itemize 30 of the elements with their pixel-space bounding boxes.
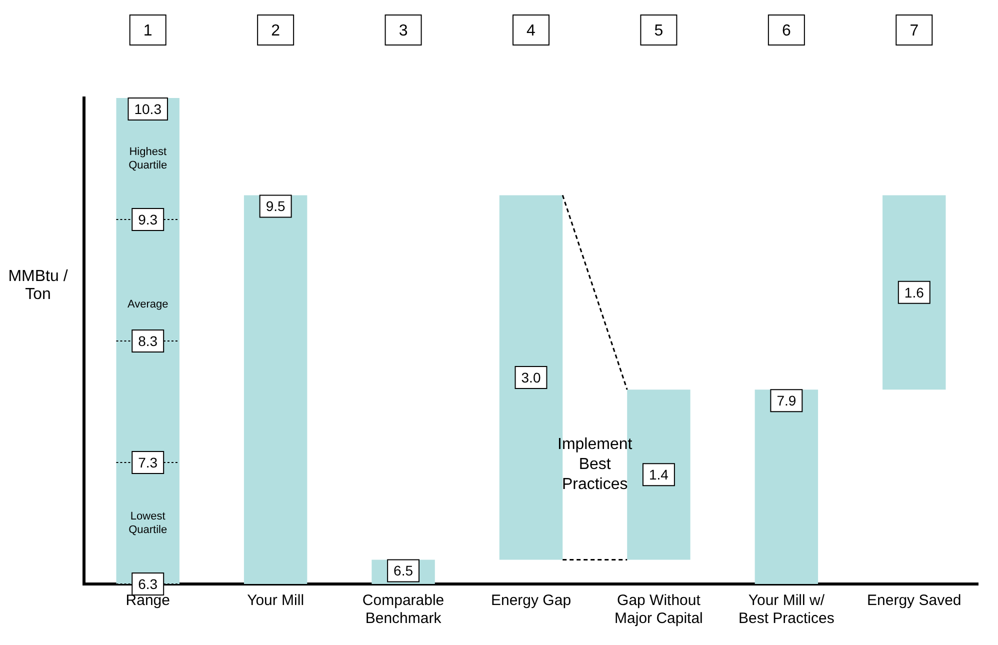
- text: 5: [654, 22, 664, 40]
- text: 6: [782, 22, 791, 40]
- data-label: 9.5: [266, 198, 286, 214]
- text: 3: [398, 22, 408, 40]
- x-tick-label: Comparable Benchmark: [362, 592, 444, 628]
- data-label: 7.9: [776, 392, 796, 408]
- text: 4: [526, 22, 536, 40]
- annotation: Highest Quartile: [128, 146, 168, 172]
- y-tick-label: 7.3: [138, 454, 158, 470]
- data-label: 10.3: [134, 100, 162, 117]
- data-label: 1.4: [648, 466, 669, 483]
- annotation: Lowest Quartile: [128, 510, 168, 536]
- text: 1: [143, 22, 152, 40]
- x-tick-label: Energy Saved: [867, 592, 962, 610]
- x-tick-label: Range: [126, 592, 170, 610]
- y-tick-label: 9.3: [138, 211, 158, 228]
- x-tick-label: Gap Without Major Capital: [614, 592, 703, 628]
- data-label: 3.0: [521, 369, 541, 386]
- x-tick-label: Your Mill w/ Best Practices: [738, 592, 834, 628]
- y-axis-title: MMBtu / Ton: [8, 268, 68, 304]
- x-tick-label: Energy Gap: [490, 592, 572, 610]
- text: 2: [271, 22, 280, 40]
- annotation: Average: [127, 298, 168, 311]
- text: 7: [910, 22, 919, 40]
- y-tick-label: 6.3: [138, 576, 158, 592]
- annotation: Implement Best Practices: [558, 436, 633, 494]
- data-label: 1.6: [904, 284, 924, 300]
- data-label: 6.5: [394, 562, 414, 579]
- y-tick-label: 8.3: [138, 332, 158, 349]
- x-tick-label: Your Mill: [247, 592, 304, 610]
